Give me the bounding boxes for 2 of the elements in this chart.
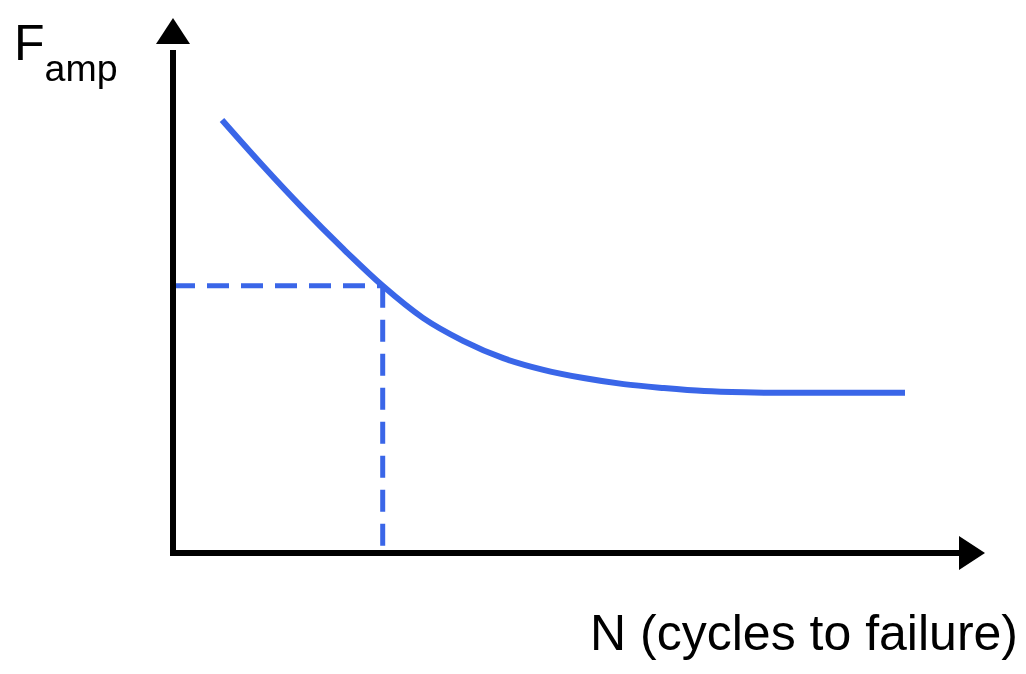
x-axis-title: N (cycles to failure): [590, 605, 1018, 661]
y-axis-title: F$_{amp}$: [14, 15, 118, 89]
